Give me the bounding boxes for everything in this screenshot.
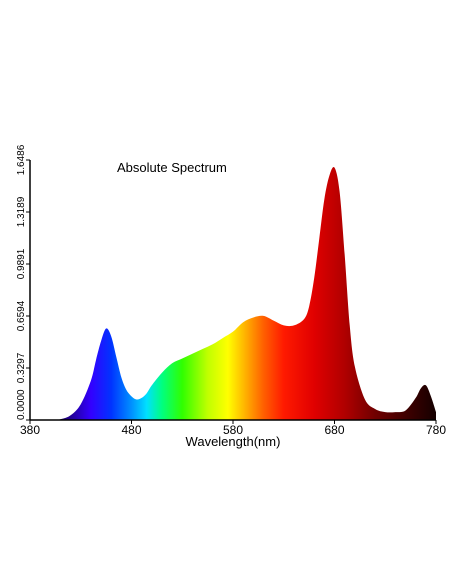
x-tick-label: 480: [121, 423, 141, 437]
y-tick-labels: 0.0000 0.3297 0.6594 0.9891 1.3189 1.6486: [16, 144, 27, 420]
x-tick-label: 680: [324, 423, 344, 437]
area-layer: [30, 166, 436, 420]
y-tick-label: 0.9891: [16, 248, 27, 279]
x-axis-label: Wavelength(nm): [186, 434, 281, 449]
y-tick-label: 1.6486: [16, 144, 27, 175]
y-tick-label: 0.3297: [16, 352, 27, 383]
spectrum-area: [30, 166, 436, 420]
x-tick-labels: 380 480 580 680 780: [20, 423, 446, 437]
axes: [26, 159, 437, 424]
x-tick-label: 580: [223, 423, 243, 437]
y-tick-label: 1.3189: [16, 196, 27, 227]
y-tick-label: 0.6594: [16, 300, 27, 331]
x-tick-label: 780: [426, 423, 446, 437]
y-tick-label: 0.0000: [16, 389, 27, 420]
chart-title: Absolute Spectrum: [117, 160, 227, 175]
x-tick-label: 380: [20, 423, 40, 437]
